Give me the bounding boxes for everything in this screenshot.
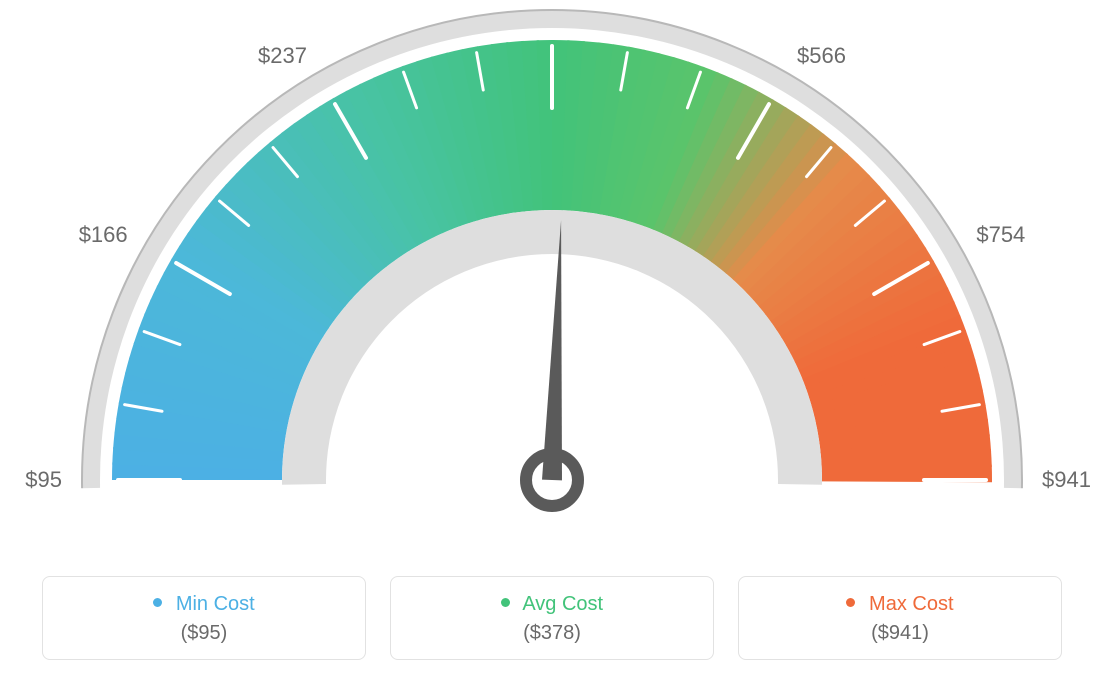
legend-label-avg: Avg Cost	[522, 593, 603, 615]
legend-title-avg: Avg Cost	[401, 593, 703, 616]
legend-label-min: Min Cost	[176, 593, 255, 615]
gauge-chart: $95$166$237$378$566$754$941	[0, 0, 1104, 540]
gauge-tick-label: $237	[258, 43, 307, 69]
gauge-tick-label: $166	[79, 222, 128, 248]
dot-icon	[153, 598, 162, 607]
legend-value-max: ($941)	[749, 622, 1051, 645]
gauge-tick-label: $941	[1042, 467, 1091, 493]
legend-card-avg: Avg Cost ($378)	[390, 576, 714, 660]
dot-icon	[501, 598, 510, 607]
legend-card-max: Max Cost ($941)	[738, 576, 1062, 660]
dot-icon	[846, 598, 855, 607]
legend-value-min: ($95)	[53, 622, 355, 645]
legend-title-min: Min Cost	[53, 593, 355, 616]
gauge-tick-label: $754	[976, 222, 1025, 248]
legend-title-max: Max Cost	[749, 593, 1051, 616]
chart-container: $95$166$237$378$566$754$941 Min Cost ($9…	[0, 0, 1104, 690]
gauge-tick-label: $566	[797, 43, 846, 69]
legend-value-avg: ($378)	[401, 622, 703, 645]
legend-card-min: Min Cost ($95)	[42, 576, 366, 660]
legend-label-max: Max Cost	[869, 593, 953, 615]
gauge-tick-label: $95	[25, 467, 62, 493]
legend-row: Min Cost ($95) Avg Cost ($378) Max Cost …	[0, 576, 1104, 660]
gauge-svg	[0, 0, 1104, 560]
